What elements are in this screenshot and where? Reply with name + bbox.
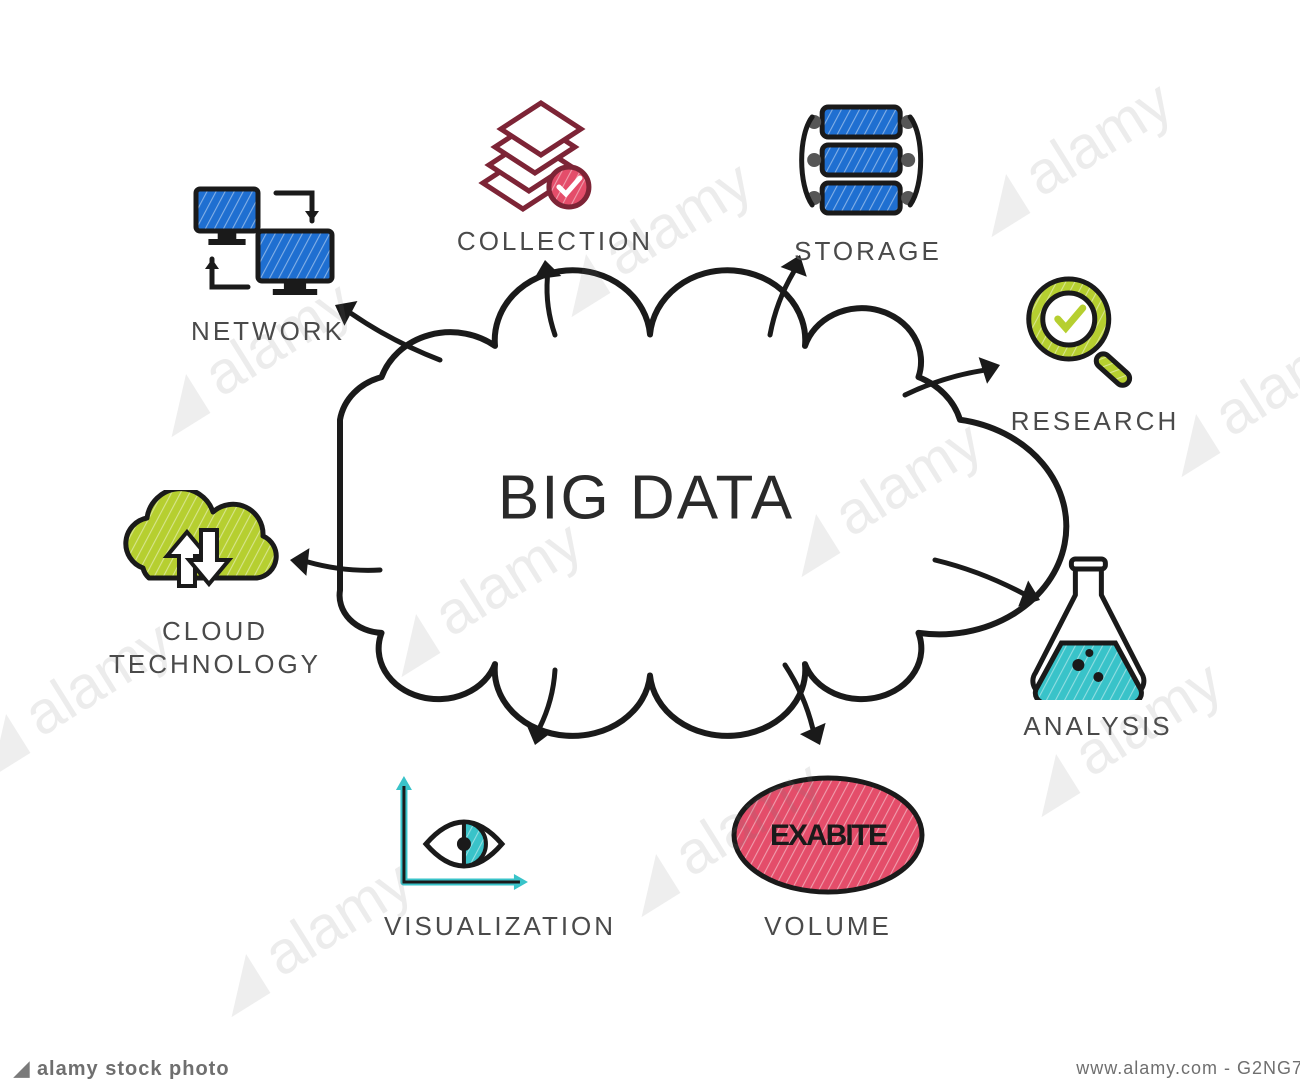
network-icon-wrap xyxy=(188,175,348,305)
network-icon xyxy=(188,175,348,305)
volume-icon: EXABITE xyxy=(728,770,928,900)
cloud-technology-icon-wrap xyxy=(109,490,321,605)
analysis-icon-wrap xyxy=(1023,555,1172,700)
network-label: NETWORK xyxy=(188,315,348,348)
node-storage: STORAGE xyxy=(794,95,942,268)
center-title: BIG DATA xyxy=(498,463,794,534)
volume-label: VOLUME xyxy=(728,910,928,943)
storage-icon xyxy=(794,95,929,225)
visualization-icon-wrap xyxy=(384,770,616,900)
cloud-technology-label: CLOUD TECHNOLOGY xyxy=(109,615,321,680)
node-volume: EXABITE VOLUME xyxy=(728,770,928,943)
analysis-icon xyxy=(1023,555,1153,700)
node-collection: COLLECTION xyxy=(457,95,653,258)
node-visualization: VISUALIZATION xyxy=(384,770,616,943)
research-label: RESEARCH xyxy=(1011,405,1179,438)
analysis-label: ANALYSIS xyxy=(1023,710,1172,743)
collection-icon xyxy=(457,95,607,215)
cloud-technology-icon xyxy=(109,490,279,605)
research-icon xyxy=(1011,265,1151,395)
collection-label: COLLECTION xyxy=(457,225,653,258)
collection-icon-wrap xyxy=(457,95,653,215)
visualization-icon xyxy=(384,770,534,900)
infographic-canvas: BIG DATA ◢ alamy stock photo www.alamy.c… xyxy=(0,0,1300,1085)
research-icon-wrap xyxy=(1011,265,1179,395)
node-cloud-technology: CLOUD TECHNOLOGY xyxy=(109,490,321,680)
storage-label: STORAGE xyxy=(794,235,942,268)
node-analysis: ANALYSIS xyxy=(1023,555,1172,743)
storage-icon-wrap xyxy=(794,95,942,225)
visualization-label: VISUALIZATION xyxy=(384,910,616,943)
node-network: NETWORK xyxy=(188,175,348,348)
volume-inner-text: EXABITE xyxy=(770,819,887,852)
volume-icon-wrap: EXABITE xyxy=(728,770,928,900)
node-research: RESEARCH xyxy=(1011,265,1179,438)
